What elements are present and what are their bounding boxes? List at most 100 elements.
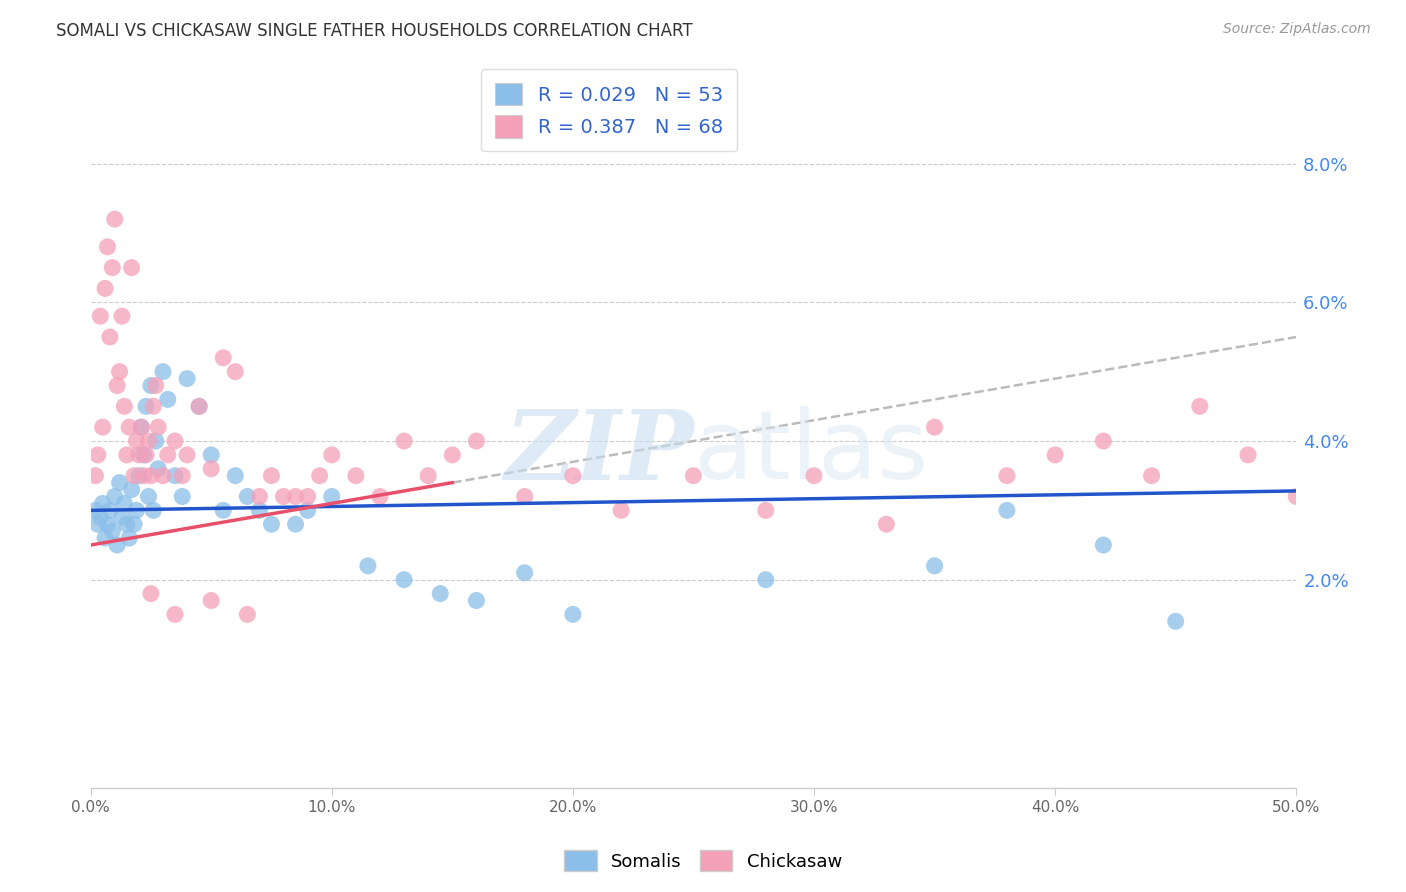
Point [135,400,157,414]
Legend: Somalis, Chickasaw: Somalis, Chickasaw [557,843,849,879]
Point [138,490,160,504]
Point [138,434,160,448]
Point [224,365,246,379]
Point [152,365,174,379]
Point [200,448,222,462]
Point [89,309,111,323]
Point [163,434,186,448]
Point [108,365,131,379]
Point [135,448,157,462]
Point [156,448,179,462]
Point [513,566,536,580]
Point [101,260,124,275]
Point [104,212,127,227]
Point [924,420,946,434]
Point [142,400,165,414]
Point [1140,468,1163,483]
Legend: R = 0.029   N = 53, R = 0.387   N = 68: R = 0.029 N = 53, R = 0.387 N = 68 [481,70,737,151]
Point [212,503,235,517]
Point [995,468,1018,483]
Point [129,420,152,434]
Point [236,607,259,622]
Point [145,378,167,392]
Point [96,517,118,532]
Point [156,392,179,407]
Point [803,468,825,483]
Text: SOMALI VS CHICKASAW SINGLE FATHER HOUSEHOLDS CORRELATION CHART: SOMALI VS CHICKASAW SINGLE FATHER HOUSEH… [56,22,693,40]
Point [321,490,343,504]
Point [1285,490,1308,504]
Point [101,524,124,538]
Point [260,468,283,483]
Point [610,503,633,517]
Point [392,434,415,448]
Point [122,517,145,532]
Point [755,503,778,517]
Point [139,378,162,392]
Point [146,420,169,434]
Point [321,448,343,462]
Point [125,434,148,448]
Point [125,503,148,517]
Point [87,517,110,532]
Point [513,490,536,504]
Point [200,462,222,476]
Point [212,351,235,365]
Point [84,468,107,483]
Point [441,448,464,462]
Point [89,510,111,524]
Point [128,468,150,483]
Point [112,400,135,414]
Point [105,378,128,392]
Point [176,371,198,385]
Point [297,490,319,504]
Point [1092,434,1115,448]
Point [96,240,118,254]
Point [146,462,169,476]
Point [188,400,211,414]
Point [121,260,143,275]
Point [142,503,165,517]
Point [84,503,107,517]
Point [139,468,162,483]
Point [152,468,174,483]
Text: atlas: atlas [693,406,928,500]
Point [111,309,134,323]
Point [200,593,222,607]
Point [284,490,307,504]
Point [224,468,246,483]
Point [1237,448,1260,462]
Point [924,558,946,573]
Point [104,490,127,504]
Point [284,517,307,532]
Point [87,448,110,462]
Point [122,468,145,483]
Point [118,531,141,545]
Point [1092,538,1115,552]
Point [995,503,1018,517]
Point [429,586,451,600]
Point [115,448,138,462]
Point [273,490,295,504]
Point [115,517,138,532]
Point [755,573,778,587]
Point [139,586,162,600]
Point [132,468,155,483]
Point [465,434,488,448]
Point [118,420,141,434]
Point [308,468,330,483]
Point [260,517,283,532]
Point [682,468,704,483]
Point [98,503,121,517]
Point [368,490,391,504]
Point [561,468,583,483]
Point [344,468,367,483]
Point [236,490,259,504]
Point [111,510,134,524]
Point [163,468,186,483]
Point [392,573,415,587]
Point [172,490,194,504]
Point [163,607,186,622]
Point [98,330,121,344]
Point [1188,400,1211,414]
